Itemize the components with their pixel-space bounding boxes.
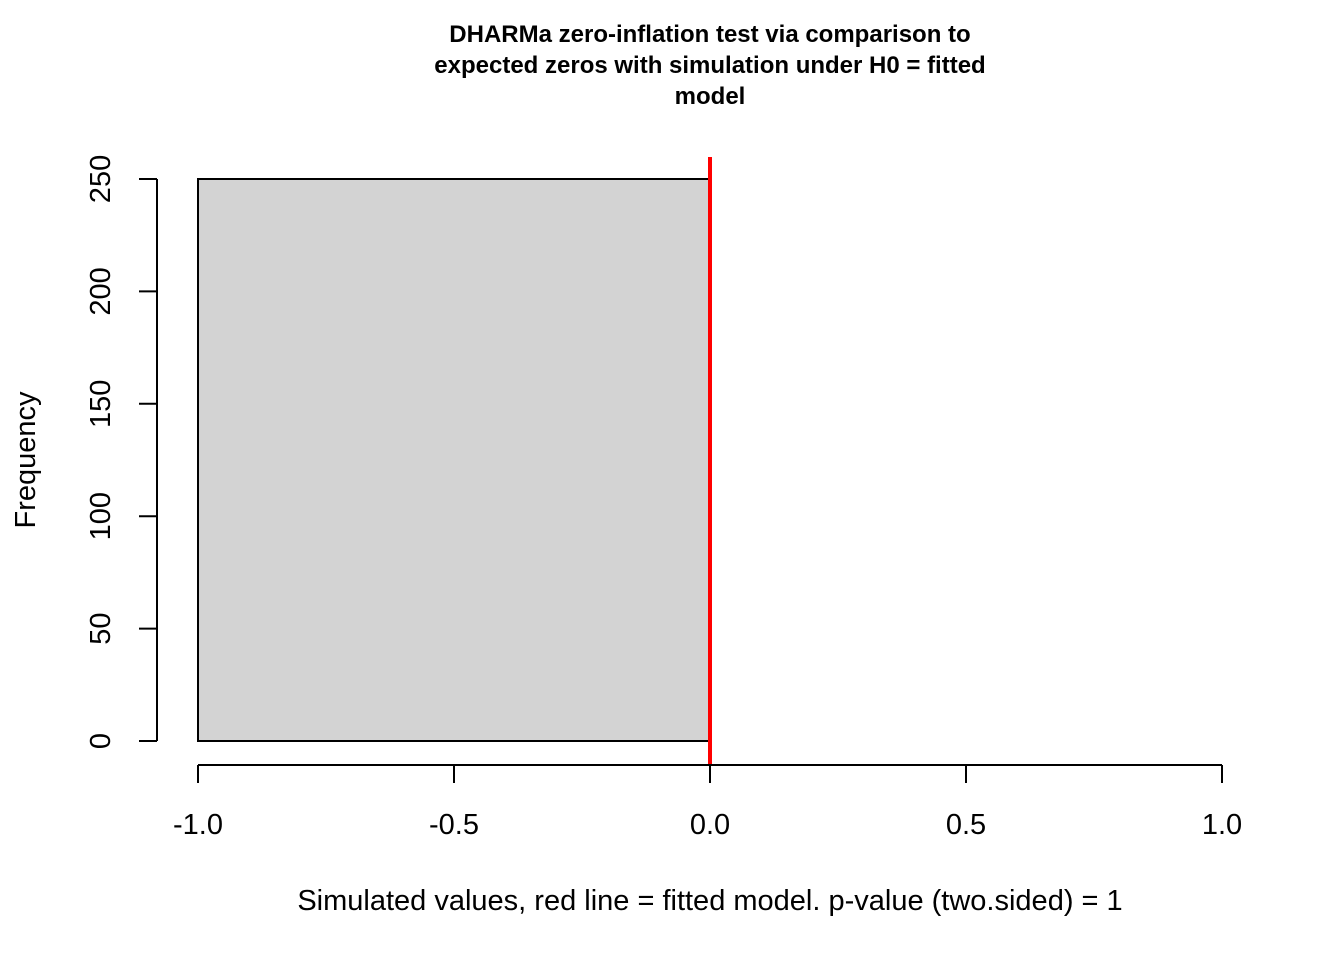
x-tick-label: 1.0: [1202, 809, 1242, 841]
y-tick-label: 100: [85, 492, 117, 540]
y-axis: 0 50 100 150 200 250: [85, 155, 158, 749]
y-tick-label: 250: [85, 155, 117, 203]
y-axis-label: Frequency: [10, 391, 42, 529]
x-tick-label: -0.5: [429, 809, 479, 841]
histogram-bars: [197, 178, 711, 742]
histogram-bar: [197, 178, 711, 742]
chart-title-line: model: [675, 83, 746, 110]
y-tick-label: 50: [85, 612, 117, 644]
chart-title-line: DHARMa zero-inflation test via compariso…: [449, 21, 970, 48]
x-tick-label: 0.5: [946, 809, 986, 841]
y-tick-label: 150: [85, 380, 117, 428]
y-tick-label: 0: [85, 733, 117, 749]
x-axis-label: Simulated values, red line = fitted mode…: [297, 885, 1122, 917]
x-axis: -1.0 -0.5 0.0 0.5 1.0: [173, 764, 1242, 841]
x-tick-label: 0.0: [690, 809, 730, 841]
x-tick-label: -1.0: [173, 809, 223, 841]
chart-title: DHARMa zero-inflation test via compariso…: [434, 21, 985, 110]
chart-title-line: expected zeros with simulation under H0 …: [434, 52, 985, 79]
y-tick-label: 200: [85, 267, 117, 315]
